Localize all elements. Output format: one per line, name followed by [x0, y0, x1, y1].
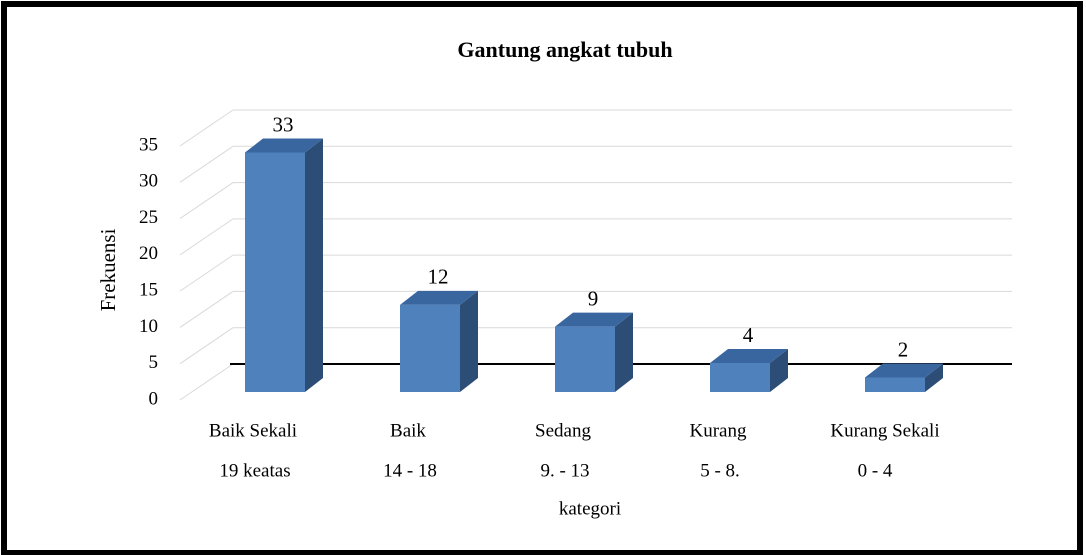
- bar-top: [400, 290, 478, 305]
- bar-side: [925, 363, 943, 392]
- bar-front: [710, 362, 770, 392]
- data-label: 9: [588, 286, 599, 310]
- x-tick-label: Baik: [390, 420, 426, 441]
- bar-top: [245, 138, 323, 153]
- bar-top: [555, 312, 633, 327]
- data-label: 2: [898, 337, 909, 361]
- bar-side: [615, 312, 633, 392]
- y-tick-label: 0: [149, 388, 159, 409]
- bar: [710, 348, 788, 392]
- y-tick-label: 35: [139, 134, 158, 155]
- x-tick-label: Sedang: [535, 420, 591, 441]
- data-label: 4: [743, 323, 754, 347]
- grid-line: [179, 145, 234, 183]
- y-tick-label: 20: [139, 243, 158, 264]
- y-tick-label: 5: [149, 352, 159, 373]
- x-tick-label: Baik Sekali: [209, 420, 297, 441]
- data-label: 12: [428, 265, 449, 289]
- bar-side: [460, 290, 478, 392]
- bar: [400, 290, 478, 392]
- grid-line: [179, 182, 234, 219]
- grid-line: [179, 327, 234, 365]
- x-tick-sublabel: 5 - 8.: [700, 460, 740, 481]
- bar-front: [555, 326, 615, 392]
- grid-line: [179, 363, 234, 401]
- x-tick-label: Kurang: [690, 420, 747, 441]
- bar-front: [400, 304, 460, 392]
- chart-title: Gantung angkat tubuh: [457, 37, 672, 62]
- data-label: 33: [273, 112, 294, 136]
- x-tick-sublabel: 9. - 13: [540, 460, 589, 481]
- grid-line: [179, 254, 234, 292]
- bar-front: [865, 377, 925, 392]
- x-tick-sublabel: 14 - 18: [383, 460, 437, 481]
- bar: [865, 363, 943, 392]
- y-tick-label: 25: [139, 207, 158, 228]
- x-axis-label: kategori: [559, 498, 621, 519]
- x-tick-sublabel: 19 keatas: [219, 460, 290, 481]
- y-tick-label: 30: [139, 171, 158, 192]
- grid-line: [179, 109, 234, 147]
- y-tick-label: 15: [139, 280, 158, 301]
- x-tick-label: Kurang Sekali: [830, 420, 939, 441]
- bar: [555, 312, 633, 392]
- bar: [245, 138, 323, 392]
- bar-top: [865, 363, 943, 378]
- bar-front: [245, 152, 305, 392]
- y-tick-label: 10: [139, 316, 158, 337]
- grid-line: [179, 218, 234, 256]
- grid-line: [179, 291, 234, 328]
- bar-top: [710, 348, 788, 363]
- y-axis-label: Frekuensi: [96, 228, 120, 311]
- bar-side: [770, 348, 788, 392]
- x-tick-sublabel: 0 - 4: [858, 460, 893, 481]
- bar-side: [305, 138, 323, 392]
